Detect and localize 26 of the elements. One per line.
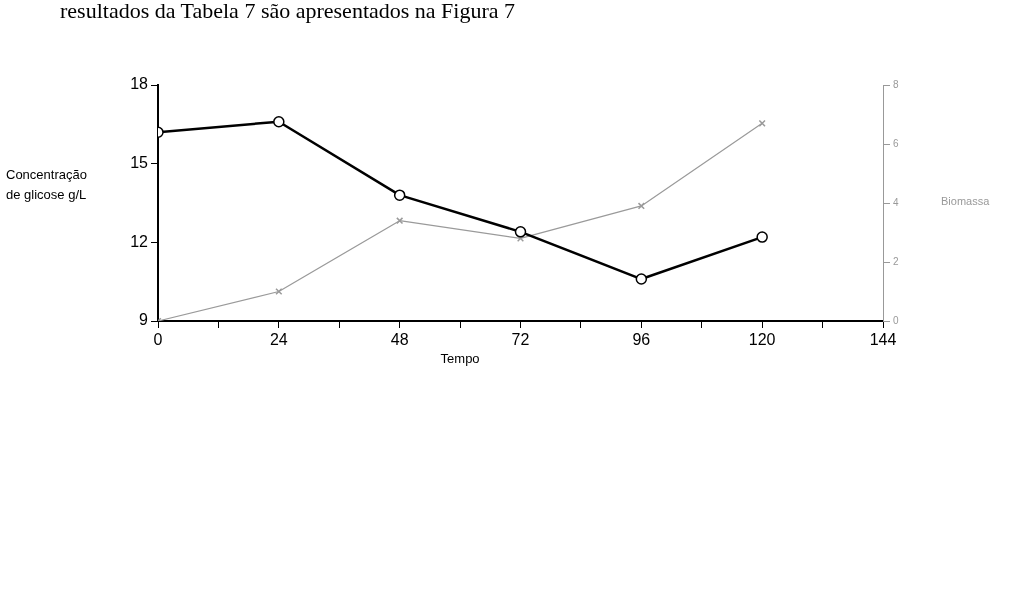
y-tick-label: 9	[139, 311, 149, 329]
x-axis-title: Tempo	[440, 350, 480, 366]
point	[396, 217, 404, 225]
y2-tick-label: 8	[893, 78, 899, 90]
x-tick-label: 0	[153, 331, 163, 349]
text: resultados da Tabela 7 são apresentados na Figura 7	[60, 0, 516, 23]
x-tick-label: 72	[511, 331, 530, 349]
x-tick-label: 48	[390, 331, 409, 349]
x-tick-label: 24	[269, 331, 288, 349]
y2-tick-label: 0	[893, 314, 899, 326]
point	[273, 115, 285, 128]
x-tick-label: 144	[869, 331, 897, 349]
y2-tick-label: 2	[893, 255, 899, 267]
point	[635, 273, 648, 285]
x-tick-label: 120	[748, 331, 776, 349]
y-tick-label: 15	[130, 154, 149, 172]
y2-axis-title: Biomassa	[941, 195, 991, 208]
y2-tick-label: 4	[893, 196, 899, 208]
point	[393, 189, 406, 201]
y2-tick-label: 6	[893, 137, 899, 149]
point	[756, 231, 768, 243]
y-tick-label: 18	[130, 75, 149, 93]
y-tick-label: 12	[130, 232, 149, 250]
point	[514, 226, 527, 238]
x-tick-label: 96	[632, 331, 651, 349]
y-axis-title: Concentração de glicose g/L	[6, 166, 87, 202]
